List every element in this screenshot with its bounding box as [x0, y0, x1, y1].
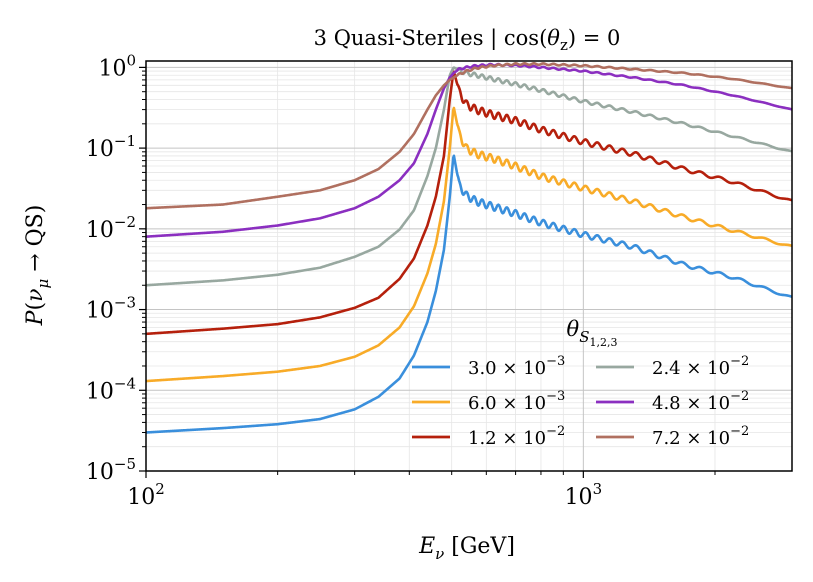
- series-line: [145, 106, 793, 383]
- legend-label: 3.0 × 10−3: [468, 354, 565, 379]
- y-tick-label: 10−5: [86, 455, 136, 485]
- legend-label: 6.0 × 10−3: [468, 389, 565, 414]
- y-tick-label: 10−4: [86, 374, 136, 404]
- x-axis-title: Eν [GeV]: [418, 534, 515, 563]
- series-lines: [145, 61, 793, 434]
- x-tick-label: 102: [127, 480, 165, 510]
- legend-label: 1.2 × 10−2: [468, 424, 565, 449]
- y-tick-label: 10−2: [86, 213, 136, 243]
- axis-ticks: 102 103 10−5 10−4 10−3 10−2 10−1 100: [86, 51, 716, 510]
- legend-label: 2.4 × 10−2: [652, 354, 749, 379]
- y-tick-label: 10−3: [86, 294, 136, 324]
- legend-label: 4.8 × 10−2: [652, 389, 749, 414]
- legend-title: θS1,2,3: [567, 317, 618, 349]
- y-tick-label: 10−1: [86, 132, 136, 162]
- x-tick-label: 103: [565, 480, 603, 510]
- legend: θS1,2,3 3.0 × 10−3 6.0 × 10−3 1.2 × 10−2 2.…: [412, 317, 749, 449]
- series-line: [145, 61, 793, 210]
- series-line: [145, 66, 793, 287]
- series-line: [145, 70, 793, 336]
- series-line: [145, 62, 793, 238]
- chart-title: 3 Quasi-Steriles | cos(θz) = 0: [314, 26, 621, 54]
- series-line: [145, 154, 793, 434]
- plot-frame: [145, 60, 793, 472]
- y-axis-title: P(νμ → QS): [23, 205, 52, 327]
- y-tick-label: 100: [98, 51, 136, 81]
- grid-lines: [145, 61, 792, 472]
- legend-label: 7.2 × 10−2: [652, 424, 749, 449]
